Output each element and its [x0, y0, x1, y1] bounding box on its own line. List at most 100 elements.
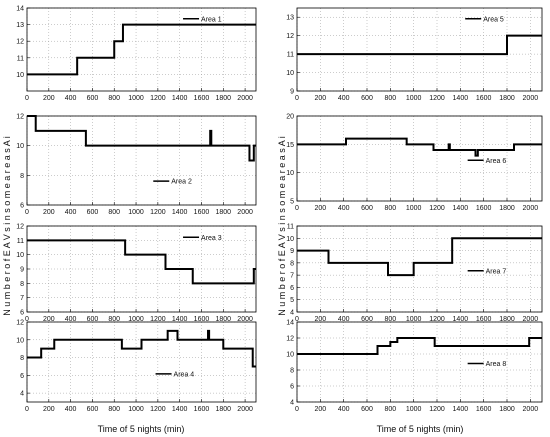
x-tick-label: 0: [295, 316, 299, 323]
x-tick-label: 1000: [128, 406, 144, 413]
y-tick-label: 12: [286, 33, 294, 40]
x-tick-label: 800: [384, 406, 396, 413]
y-axis-label: N u m b e r o f E A V s i n s o m e a r …: [2, 136, 12, 316]
legend-label: Area 2: [171, 179, 192, 186]
series-line-area-3: [27, 115, 256, 162]
panel-6: 0 200 400 600 800 1000 1200 1400 1600 1800 2000 4 5 6…: [286, 224, 543, 323]
x-tick-label: 1400: [172, 95, 188, 102]
x-tick-label: 200: [314, 316, 326, 323]
x-tick-label: 1600: [194, 406, 210, 413]
series-line-area-1: [27, 23, 256, 76]
x-tick-label: 1400: [172, 406, 188, 413]
x-tick-label: 800: [108, 95, 120, 102]
series-line-area-4: [297, 137, 542, 157]
series-line-area-7: [27, 329, 256, 368]
legend-label: Area 8: [486, 361, 507, 368]
x-tick-label: 1200: [150, 95, 166, 102]
x-tick-label: 1400: [453, 406, 469, 413]
y-tick-label: 10: [286, 352, 294, 359]
y-tick-label: 12: [286, 336, 294, 343]
x-tick-label: 1000: [406, 316, 422, 323]
plot-frame: [26, 321, 257, 403]
series-line-area-6: [297, 237, 542, 277]
x-tick-label: 1800: [215, 95, 231, 102]
x-tick-label: 1800: [215, 406, 231, 413]
x-tick-label: 400: [338, 205, 350, 212]
x-tick-label: 0: [25, 95, 29, 102]
y-tick-label: 10: [16, 252, 24, 259]
x-tick-label: 600: [87, 316, 99, 323]
y-tick-label: 14: [286, 320, 294, 327]
panel-3: 0 200 400 600 800 1000 1200 1400 1600 1800 2000 6 8 1…: [16, 114, 257, 216]
y-tick-label: 10: [16, 72, 24, 79]
y-tick-label: 10: [286, 236, 294, 243]
x-tick-label: 600: [87, 406, 99, 413]
y-tick-label: 10: [286, 70, 294, 77]
y-tick-label: 14: [16, 6, 24, 13]
y-tick-label: 8: [20, 173, 24, 180]
x-tick-label: 1600: [476, 406, 492, 413]
y-tick-label: 12: [16, 114, 24, 121]
y-tick-label: 8: [20, 281, 24, 288]
panel-4: 0 200 400 600 800 1000 1200 1400 1600 1800 2000 5 10…: [286, 114, 543, 212]
legend-label: Area 6: [486, 158, 507, 165]
x-tick-label: 800: [384, 95, 396, 102]
plot-frame: [296, 115, 543, 202]
x-tick-label: 1200: [150, 406, 166, 413]
x-tick-label: 1200: [150, 209, 166, 216]
x-axis-label-left: Time of 5 nights (min): [98, 424, 185, 434]
y-tick-label: 6: [20, 373, 24, 380]
x-tick-label: 0: [295, 406, 299, 413]
x-tick-label: 1000: [128, 316, 144, 323]
y-axis-label-right: N u m b e r o f E A V s i n s o m e a r …: [277, 136, 287, 316]
y-tick-label: 10: [286, 170, 294, 177]
y-tick-label: 4: [290, 400, 294, 407]
x-tick-label: 400: [338, 316, 350, 323]
x-tick-label: 200: [43, 316, 55, 323]
x-tick-label: 2000: [237, 316, 253, 323]
panels: 0 200 400 600 800 1000 1200 1400 1600 1800 2000101…: [16, 6, 543, 413]
x-tick-label: 2000: [523, 316, 539, 323]
x-tick-label: 600: [361, 406, 373, 413]
y-tick-label: 11: [17, 55, 24, 62]
series-line-area-2: [297, 34, 542, 56]
legend-label: Area 3: [201, 235, 222, 242]
x-tick-label: 400: [65, 316, 77, 323]
series-line-area-8: [297, 337, 542, 355]
y-tick-label: 20: [286, 114, 294, 121]
x-tick-label: 1200: [429, 205, 445, 212]
x-tick-label: 1200: [429, 95, 445, 102]
x-tick-label: 0: [295, 95, 299, 102]
x-tick-label: 200: [314, 406, 326, 413]
x-tick-label: 1400: [453, 316, 469, 323]
x-tick-label: 2000: [523, 205, 539, 212]
series-line-area-5: [27, 239, 256, 285]
y-tick-label: 10: [16, 337, 24, 344]
x-tick-label: 600: [361, 316, 373, 323]
y-tick-label: 8: [290, 368, 294, 375]
x-tick-label: 1800: [215, 209, 231, 216]
y-tick-label: 15: [286, 142, 294, 149]
x-tick-label: 600: [361, 205, 373, 212]
x-tick-label: 800: [108, 406, 120, 413]
legend-label: Area 4: [174, 371, 195, 378]
legend-label: Area 7: [486, 268, 507, 275]
x-tick-label: 200: [43, 406, 55, 413]
x-tick-label: 1400: [172, 209, 188, 216]
y-tick-label: 7: [290, 273, 294, 280]
y-tick-label: 12: [16, 320, 24, 327]
x-tick-label: 400: [338, 406, 350, 413]
x-tick-label: 2000: [237, 406, 253, 413]
legend-label: Area 5: [483, 16, 504, 23]
x-tick-label: 1000: [406, 205, 422, 212]
x-tick-label: 1800: [499, 316, 515, 323]
y-tick-label: 8: [20, 355, 24, 362]
y-tick-label: 4: [290, 310, 294, 317]
y-tick-label: 6: [290, 384, 294, 391]
x-tick-label: 1000: [128, 95, 144, 102]
y-tick-label: 6: [290, 285, 294, 292]
y-tick-label: 8: [290, 260, 294, 267]
x-tick-label: 1800: [499, 95, 515, 102]
x-tick-label: 1200: [150, 316, 166, 323]
y-tick-label: 11: [287, 52, 294, 59]
